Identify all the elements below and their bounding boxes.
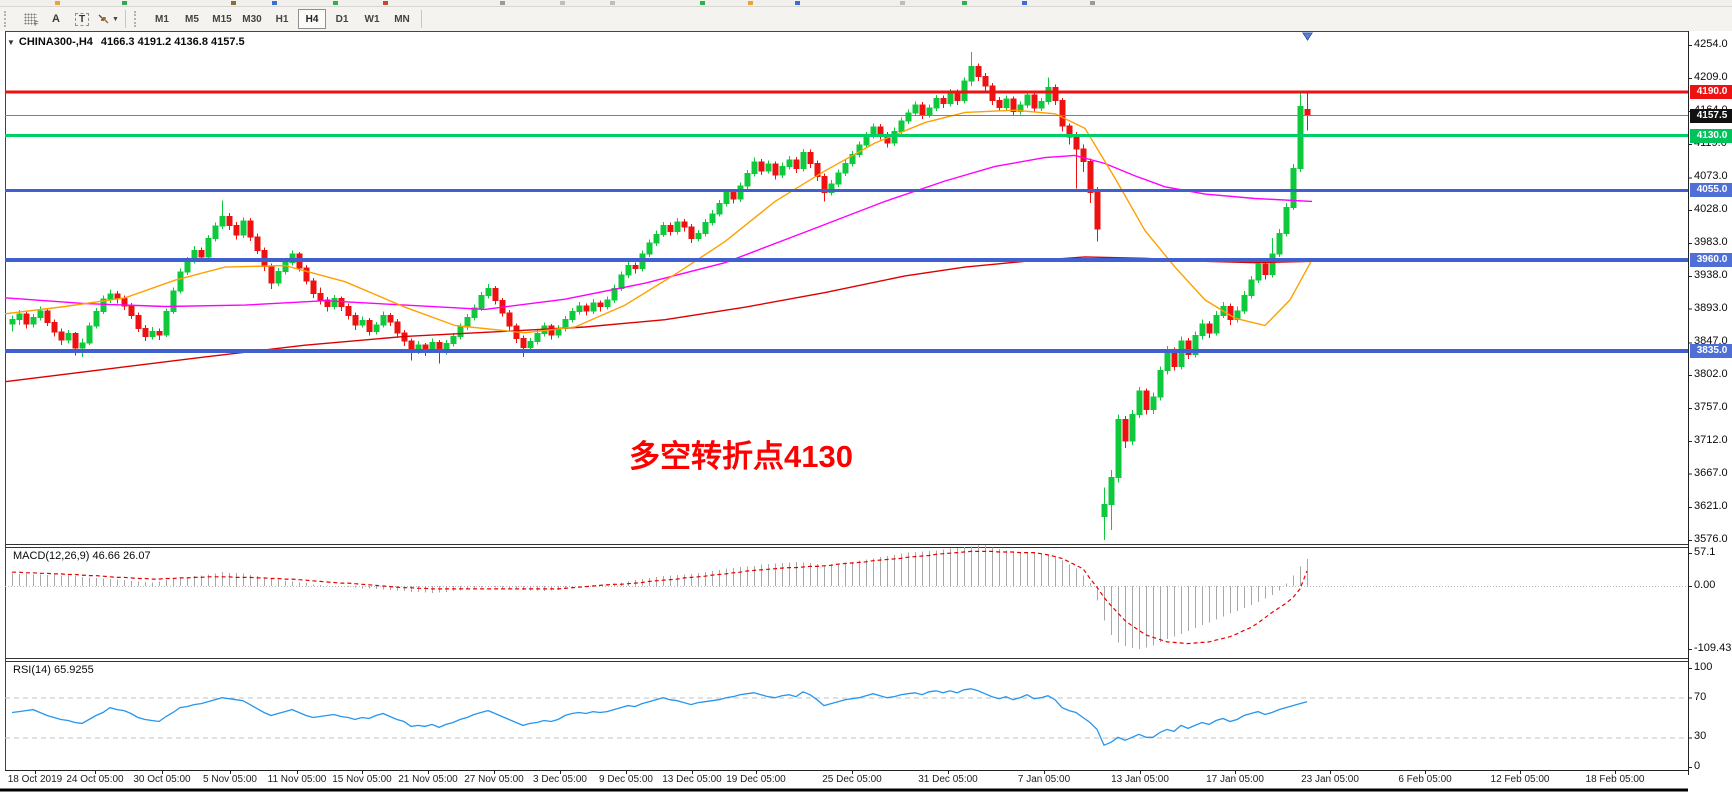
date-label: 25 Dec 05:00 <box>822 774 882 785</box>
price-badge: 4190.0 <box>1690 84 1732 99</box>
date-label: 18 Feb 05:00 <box>1585 774 1645 785</box>
shapes-dropdown-icon <box>98 14 109 24</box>
clipped-icon-fragment <box>231 1 236 5</box>
price-tick-label: 4254.0 <box>1694 38 1728 51</box>
clipped-icon-fragment <box>55 1 60 5</box>
timeframe-group: M1 M5 M15 M30 H1 H4 D1 W1 MN <box>147 9 417 29</box>
date-label: 17 Jan 05:00 <box>1206 774 1264 785</box>
text-annotation-button[interactable]: A <box>44 8 68 30</box>
date-label: 15 Nov 05:00 <box>332 774 392 785</box>
clipped-icon-fragment <box>610 1 615 5</box>
price-badge: 4157.5 <box>1690 108 1732 123</box>
clipped-icon-fragment <box>1022 1 1027 5</box>
price-tick-label: 3667.0 <box>1694 466 1728 479</box>
price-tick-label: 4028.0 <box>1694 203 1728 216</box>
chart-toolbar: F A T ▼ M1 M5 M15 M30 H1 H4 D1 W1 MN <box>0 7 1732 32</box>
macd-indicator-label: MACD(12,26,9) 46.66 26.07 <box>13 550 151 562</box>
price-tick-label: 3757.0 <box>1694 400 1728 413</box>
text-label-icon: T <box>74 12 90 26</box>
price-tick-label: 4209.0 <box>1694 71 1728 84</box>
toolbar-separator <box>125 10 126 28</box>
chevron-down-icon: ▼ <box>112 15 119 23</box>
timeframe-m1[interactable]: M1 <box>155 13 169 25</box>
date-label: 11 Nov 05:00 <box>267 774 327 785</box>
symbol-period-label: CHINA300-,H4 <box>18 36 93 48</box>
clipped-icon-fragment <box>795 1 800 5</box>
date-label: 19 Dec 05:00 <box>726 774 786 785</box>
macd-tick-label: -109.43 <box>1694 642 1732 655</box>
date-label: 5 Nov 05:00 <box>203 774 257 785</box>
price-tick-label: 3893.0 <box>1694 301 1728 314</box>
price-badge: 3960.0 <box>1690 252 1732 267</box>
text-annotation-icon: A <box>52 13 60 25</box>
timeframe-w1[interactable]: W1 <box>364 13 380 25</box>
timeframe-m15[interactable]: M15 <box>212 13 232 25</box>
timeframe-m30[interactable]: M30 <box>242 13 262 25</box>
price-badge: 4055.0 <box>1690 183 1732 198</box>
clipped-icon-fragment <box>333 1 338 5</box>
timeframe-m5[interactable]: M5 <box>185 13 199 25</box>
price-tick-label: 4073.0 <box>1694 170 1728 183</box>
price-badge: 3835.0 <box>1690 344 1732 359</box>
rsi-tick-label: 70 <box>1694 690 1707 703</box>
date-label: 3 Dec 05:00 <box>533 774 587 785</box>
clipped-icon-fragment <box>700 1 705 5</box>
toolbar-grip[interactable] <box>4 11 11 27</box>
clipped-icon-fragment <box>748 1 753 5</box>
clipped-icon-fragment <box>962 1 967 5</box>
clipped-icon-fragment <box>900 1 905 5</box>
date-label: 27 Nov 05:00 <box>464 774 524 785</box>
date-label: 24 Oct 05:00 <box>66 774 124 785</box>
rsi-indicator-label: RSI(14) 65.9255 <box>13 664 94 676</box>
chevron-down-icon: ▼ <box>7 38 15 47</box>
price-badge: 4130.0 <box>1690 128 1732 143</box>
clipped-icon-fragment <box>383 1 388 5</box>
tick-chart-icon[interactable]: F <box>18 8 42 30</box>
chart-window[interactable]: ▼ CHINA300-,H4 4166.3 4191.2 4136.8 4157.5… <box>0 31 1732 797</box>
date-label: 21 Nov 05:00 <box>398 774 458 785</box>
chart-text-annotation[interactable]: 多空转折点4130 <box>629 439 853 474</box>
clipped-icon-fragment <box>122 1 127 5</box>
price-tick-label: 3983.0 <box>1694 236 1728 249</box>
date-label: 13 Dec 05:00 <box>662 774 722 785</box>
date-label: 9 Dec 05:00 <box>599 774 653 785</box>
date-label: 23 Jan 05:00 <box>1301 774 1359 785</box>
clipped-toolbar-remnant <box>0 0 1732 7</box>
clipped-icon-fragment <box>272 1 277 5</box>
price-tick-label: 3802.0 <box>1694 368 1728 381</box>
date-label: 18 Oct 2019 <box>7 774 63 785</box>
rsi-tick-label: 30 <box>1694 730 1707 743</box>
timeframe-h1[interactable]: H1 <box>275 13 289 25</box>
clipped-icon-fragment <box>1090 1 1095 5</box>
rsi-tick-label: 0 <box>1694 760 1701 772</box>
date-label: 30 Oct 05:00 <box>133 774 191 785</box>
date-label: 12 Feb 05:00 <box>1490 774 1550 785</box>
text-label-button[interactable]: T <box>70 8 94 30</box>
tick-chart-icon: F <box>23 13 39 28</box>
chart-shift-marker-icon <box>1302 32 1313 41</box>
timeframe-d1[interactable]: D1 <box>335 13 349 25</box>
shapes-dropdown-button[interactable]: ▼ <box>96 8 120 30</box>
timeframe-mn[interactable]: MN <box>394 13 410 25</box>
clipped-icon-fragment <box>560 1 565 5</box>
rsi-tick-label: 100 <box>1694 661 1713 673</box>
ohlc-values: 4166.3 4191.2 4136.8 4157.5 <box>100 36 245 48</box>
date-label: 13 Jan 05:00 <box>1111 774 1169 785</box>
price-tick-label: 3576.0 <box>1694 533 1728 546</box>
macd-tick-label: 57.1 <box>1694 546 1716 559</box>
price-tick-label: 3938.0 <box>1694 268 1728 281</box>
toolbar-separator <box>421 10 422 28</box>
clipped-icon-fragment <box>500 1 505 5</box>
price-tick-label: 3621.0 <box>1694 500 1728 513</box>
price-tick-label: 3712.0 <box>1694 433 1728 446</box>
chart-canvas[interactable] <box>0 31 1732 797</box>
date-label: 6 Feb 05:00 <box>1398 774 1452 785</box>
date-label: 31 Dec 05:00 <box>918 774 978 785</box>
timeframe-h4[interactable]: H4 <box>298 9 326 29</box>
date-label: 7 Jan 05:00 <box>1017 774 1071 785</box>
chart-title: ▼ CHINA300-,H4 4166.3 4191.2 4136.8 4157.5 <box>7 36 245 48</box>
macd-tick-label: 0.00 <box>1694 579 1716 591</box>
toolbar-grip[interactable] <box>134 11 141 27</box>
